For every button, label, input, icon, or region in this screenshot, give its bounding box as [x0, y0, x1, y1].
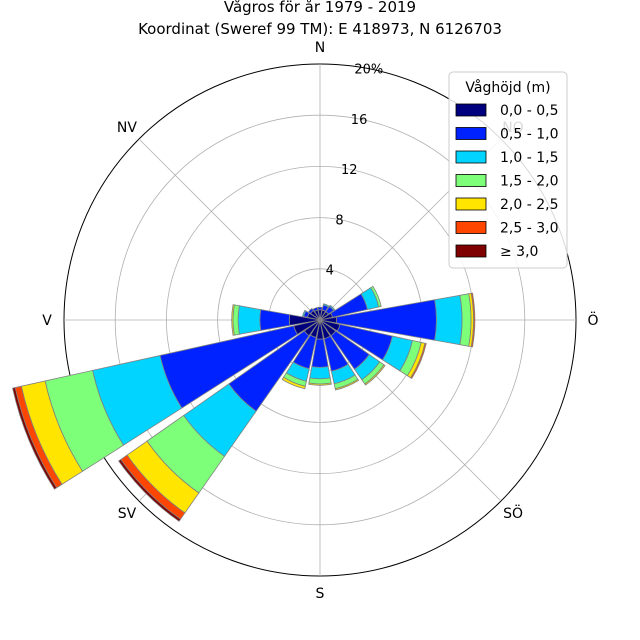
rose-bar-segment: [309, 366, 331, 380]
rose-bar-segment: [334, 378, 360, 391]
direction-label: SÖ: [503, 504, 523, 522]
rose-bar-segment: [322, 303, 330, 308]
legend-label: 2,0 - 2,5: [500, 197, 558, 213]
chart-title-line2: Koordinat (Sweref 99 TM): E 418973, N 61…: [138, 20, 502, 38]
rose-bar-segment: [308, 382, 332, 386]
rose-bars: [12, 285, 476, 522]
rose-bar-segment: [410, 342, 427, 380]
rose-bar-segment: [470, 292, 476, 348]
rose-bar-segment: [312, 307, 319, 312]
rose-bar-segment: [364, 364, 386, 386]
legend-label: 0,5 - 1,0: [500, 127, 558, 143]
radial-tick-label: 20%: [354, 63, 383, 78]
rose-bar-segment: [307, 307, 314, 314]
legend-swatch: [455, 127, 487, 140]
radial-tick-label: 16: [351, 113, 368, 128]
rose-bar-segment: [308, 377, 332, 385]
rose-bar-segment: [302, 309, 307, 317]
radial-tick-label: 4: [326, 264, 334, 279]
direction-label: NV: [117, 120, 137, 136]
legend-swatch: [455, 150, 487, 164]
rose-bar-segment: [434, 294, 463, 346]
direction-label: SV: [118, 506, 137, 522]
legend-entries: 0,0 - 0,5 0,5 - 1,0 1,0 - 1,5 1,5 - 2,0 2,0 …: [455, 103, 558, 260]
legend-swatch: [455, 197, 487, 211]
legend-label: ≥ 3,0: [500, 244, 538, 260]
rose-bar-segment: [281, 376, 306, 390]
direction-label: S: [316, 586, 325, 602]
legend: Våghöjd (m) 0,0 - 0,5 0,5 - 1,0 1,0 - 1,5 1…: [448, 71, 568, 269]
legend-title: Våghöjd (m): [465, 79, 550, 96]
legend-swatch: [455, 174, 487, 187]
radial-tick-label: 8: [335, 213, 343, 228]
rose-bar-segment: [317, 306, 323, 311]
legend-label: 0,0 - 0,5: [500, 103, 558, 119]
rose-bar-segment: [231, 304, 235, 336]
legend-swatch: [455, 244, 487, 258]
direction-label: N: [315, 40, 325, 56]
radial-tick-label: 12: [341, 163, 358, 178]
legend-label: 1,5 - 2,0: [500, 174, 558, 190]
legend-box: [448, 71, 568, 269]
rose-bar-segment: [328, 304, 336, 312]
rose-bar-segment: [118, 458, 182, 522]
legend-swatch: [455, 103, 487, 117]
direction-label: V: [42, 313, 52, 329]
direction-label: Ö: [587, 311, 598, 329]
radial-tick-labels: 4 8 12 16 20%: [326, 63, 384, 279]
legend-label: 1,0 - 1,5: [500, 150, 558, 166]
rose-bar-segment: [370, 285, 382, 308]
chart-title-line1: Vågros för år 1979 - 2019: [224, 0, 416, 16]
rose-bar-segment: [12, 387, 58, 490]
rose-bar-segment: [237, 305, 262, 335]
legend-swatch: [455, 221, 487, 234]
grid-spoke: [138, 138, 321, 321]
legend-label: 2,5 - 3,0: [500, 221, 558, 237]
